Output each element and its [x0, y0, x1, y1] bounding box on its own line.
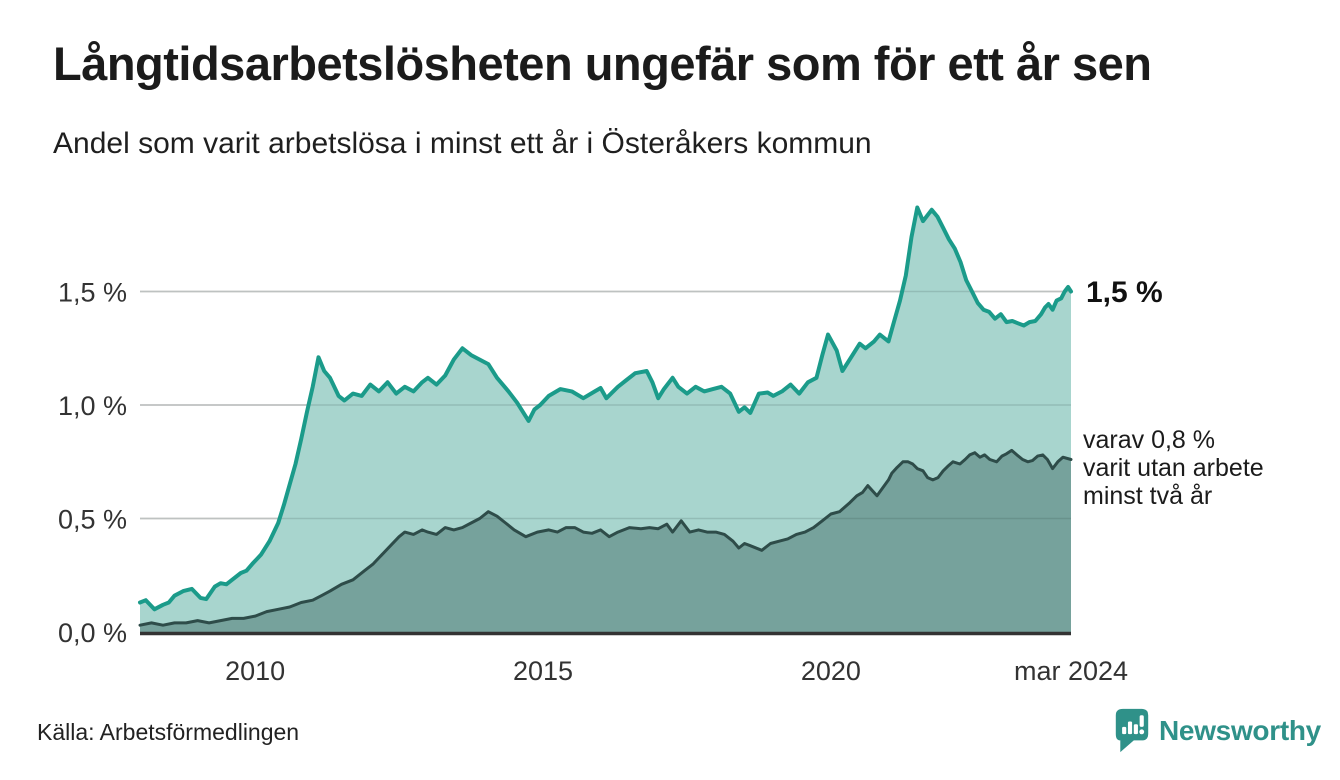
page-title: Långtidsarbetslösheten ungefär som för e… [53, 37, 1152, 90]
series-area-1 [140, 450, 1071, 632]
y-axis-label: 0,0 % [58, 618, 127, 648]
unemployment-area-chart: 0,0 % 0,5 % 1,0 % 1,5 % 2010 2015 2020 mar 2024 [58, 205, 1128, 686]
series-line-0 [138, 205, 1073, 612]
series-end-label-two-years: varav 0,8 % varit utan arbete minst två … [1083, 426, 1264, 510]
x-axis-label: mar 2024 [1014, 656, 1128, 686]
x-axis-label: 2015 [513, 656, 573, 686]
page-subtitle: Andel som varit arbetslösa i minst ett å… [53, 127, 872, 160]
y-axis-label: 1,0 % [58, 391, 127, 421]
brand-logo: Newsworthy [1114, 707, 1321, 754]
brand-wordmark: Newsworthy [1159, 714, 1321, 746]
y-axis-label: 0,5 % [58, 505, 127, 535]
series-line-1 [138, 448, 1073, 627]
x-axis-label: 2010 [225, 656, 285, 686]
source-note: Källa: Arbetsförmedlingen [37, 719, 300, 745]
y-axis-label: 1,5 % [58, 278, 127, 308]
x-axis-label: 2020 [801, 656, 861, 686]
series-end-label-total: 1,5 % [1086, 276, 1163, 309]
newsworthy-icon [1115, 708, 1149, 753]
